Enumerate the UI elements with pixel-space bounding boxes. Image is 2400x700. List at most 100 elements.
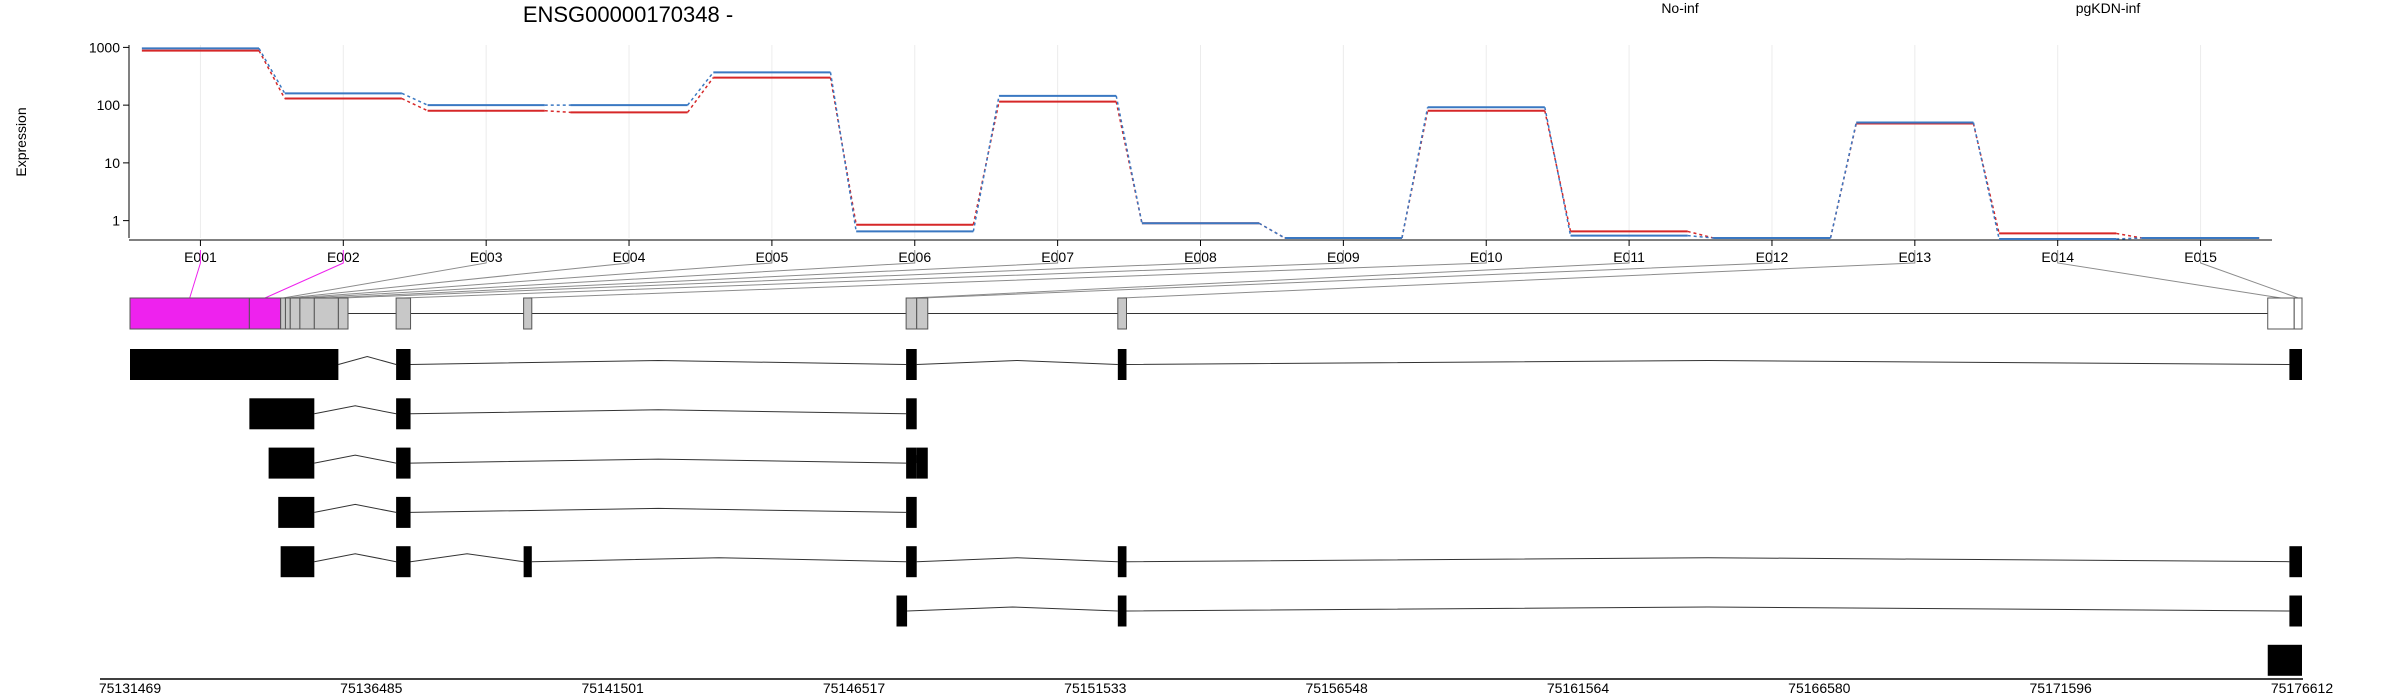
exon-transition <box>1544 107 1572 236</box>
legend-pgkdn-inf: pgKDN-inf <box>2076 0 2141 16</box>
transcript-exon <box>278 496 315 528</box>
transcript-2 <box>249 398 917 430</box>
y-axis: 1000 100 10 1 <box>89 39 130 238</box>
transcript-exon <box>2267 644 2302 676</box>
exon-connector-e010 <box>527 250 1487 299</box>
exon-connector-e008 <box>343 250 1201 299</box>
transcript-4 <box>278 496 917 528</box>
exon-bin-e005 <box>289 297 301 330</box>
intron-line <box>531 557 907 563</box>
transcript-7 <box>2267 644 2302 676</box>
exon-bin-e010 <box>523 297 533 330</box>
exon-transition <box>687 71 714 106</box>
exon-bin-e008 <box>337 297 349 330</box>
intron-line <box>338 355 397 365</box>
transcript-exon <box>523 546 532 578</box>
transcript-exon <box>249 398 315 430</box>
exon-transition <box>2116 237 2143 240</box>
exon-bin-e003 <box>280 297 286 330</box>
intron-line <box>410 507 907 513</box>
exon-connector-e014 <box>2057 250 2282 299</box>
intron-line <box>410 458 907 464</box>
exon-bin-e002 <box>248 297 282 330</box>
collapsed-exon-row <box>129 297 2303 330</box>
exon-bin-e004 <box>284 297 291 330</box>
legend-no-inf: No-inf <box>1661 0 1698 16</box>
y-tick-label: 10 <box>104 155 120 171</box>
coordinate-axis: 75131469 75136485 75141501 75146517 75151533… <box>99 678 2334 696</box>
y-tick-label: 1 <box>112 213 120 229</box>
exon-bin-e006 <box>299 297 315 330</box>
transcript-exon <box>916 447 928 479</box>
coordinate-label: 75166580 <box>1788 680 1851 696</box>
exon-connector-e015 <box>2200 250 2299 299</box>
exon-transition <box>1687 234 1714 239</box>
coordinate-label: 75131469 <box>99 680 162 696</box>
exon-connector-e001 <box>189 250 201 299</box>
transcript-exon <box>280 546 315 578</box>
intron-line <box>314 503 397 513</box>
exon-transition <box>2116 232 2143 239</box>
intron-line <box>1126 557 2290 563</box>
exon-connector-e002 <box>264 250 344 299</box>
transcript-exon <box>906 447 917 479</box>
coordinate-label: 75176612 <box>2271 680 2334 696</box>
transcript-exon <box>396 349 411 380</box>
exon-bin-e015 <box>2293 297 2303 330</box>
transcript-exon <box>268 447 315 479</box>
exon-transition <box>687 77 714 113</box>
exon-transition <box>401 97 428 112</box>
exon-bin-e009 <box>395 297 412 330</box>
intron-line <box>916 557 1118 563</box>
y-tick-label: 100 <box>97 97 121 113</box>
transcript-exon <box>896 595 908 627</box>
transcript-exon <box>396 546 411 578</box>
transcript-exon <box>396 398 411 430</box>
coordinate-label: 75156548 <box>1306 680 1369 696</box>
exon-connector-e004 <box>287 250 630 299</box>
exon-connector-e013 <box>1122 250 1916 299</box>
series-layer <box>141 47 2260 241</box>
exon-connector-e011 <box>911 250 1630 299</box>
exon-transition <box>1401 107 1429 239</box>
chart-title: ENSG00000170348 - <box>523 2 733 27</box>
exon-connector-layer <box>189 250 2299 299</box>
exon-bin-e011 <box>905 297 918 330</box>
coordinate-label: 75171596 <box>2030 680 2093 696</box>
exon-connector-e003 <box>282 250 487 299</box>
coordinate-label: 75161564 <box>1547 680 1610 696</box>
coordinate-label: 75151533 <box>1064 680 1127 696</box>
intron-line <box>1126 606 2290 612</box>
exon-connector-e006 <box>307 250 916 299</box>
transcript-exon <box>906 496 917 528</box>
exon-transition <box>1972 122 2000 240</box>
exon-transition <box>1972 123 2000 234</box>
transcript-6 <box>896 595 2302 627</box>
transcript-exon <box>1117 595 1127 627</box>
intron-line <box>314 405 397 415</box>
grid-lines <box>199 45 2202 238</box>
transcript-3 <box>268 447 928 479</box>
exon-transition <box>1829 123 1857 239</box>
exon-transition <box>1687 230 1714 239</box>
exon-connector-e005 <box>295 250 773 299</box>
intron-line <box>907 606 1118 612</box>
transcript-exon <box>2289 349 2302 380</box>
intron-line <box>410 409 907 415</box>
transcript-exon <box>130 349 339 380</box>
exon-transition <box>544 109 571 114</box>
transcript-5 <box>280 546 2302 578</box>
exon-transition <box>258 48 286 94</box>
transcript-exon <box>2289 546 2302 578</box>
exon-transition <box>1115 95 1143 224</box>
transcript-exon <box>1117 546 1127 578</box>
exon-connector-e007 <box>326 250 1059 299</box>
series-pgkdn-inf <box>141 47 2260 241</box>
transcript-exon <box>396 447 411 479</box>
transcript-exon <box>906 349 917 380</box>
exon-bin-e007 <box>313 297 339 330</box>
intron-line <box>916 359 1118 365</box>
exon-connector-e009 <box>403 250 1344 299</box>
exon-transition <box>829 72 857 232</box>
